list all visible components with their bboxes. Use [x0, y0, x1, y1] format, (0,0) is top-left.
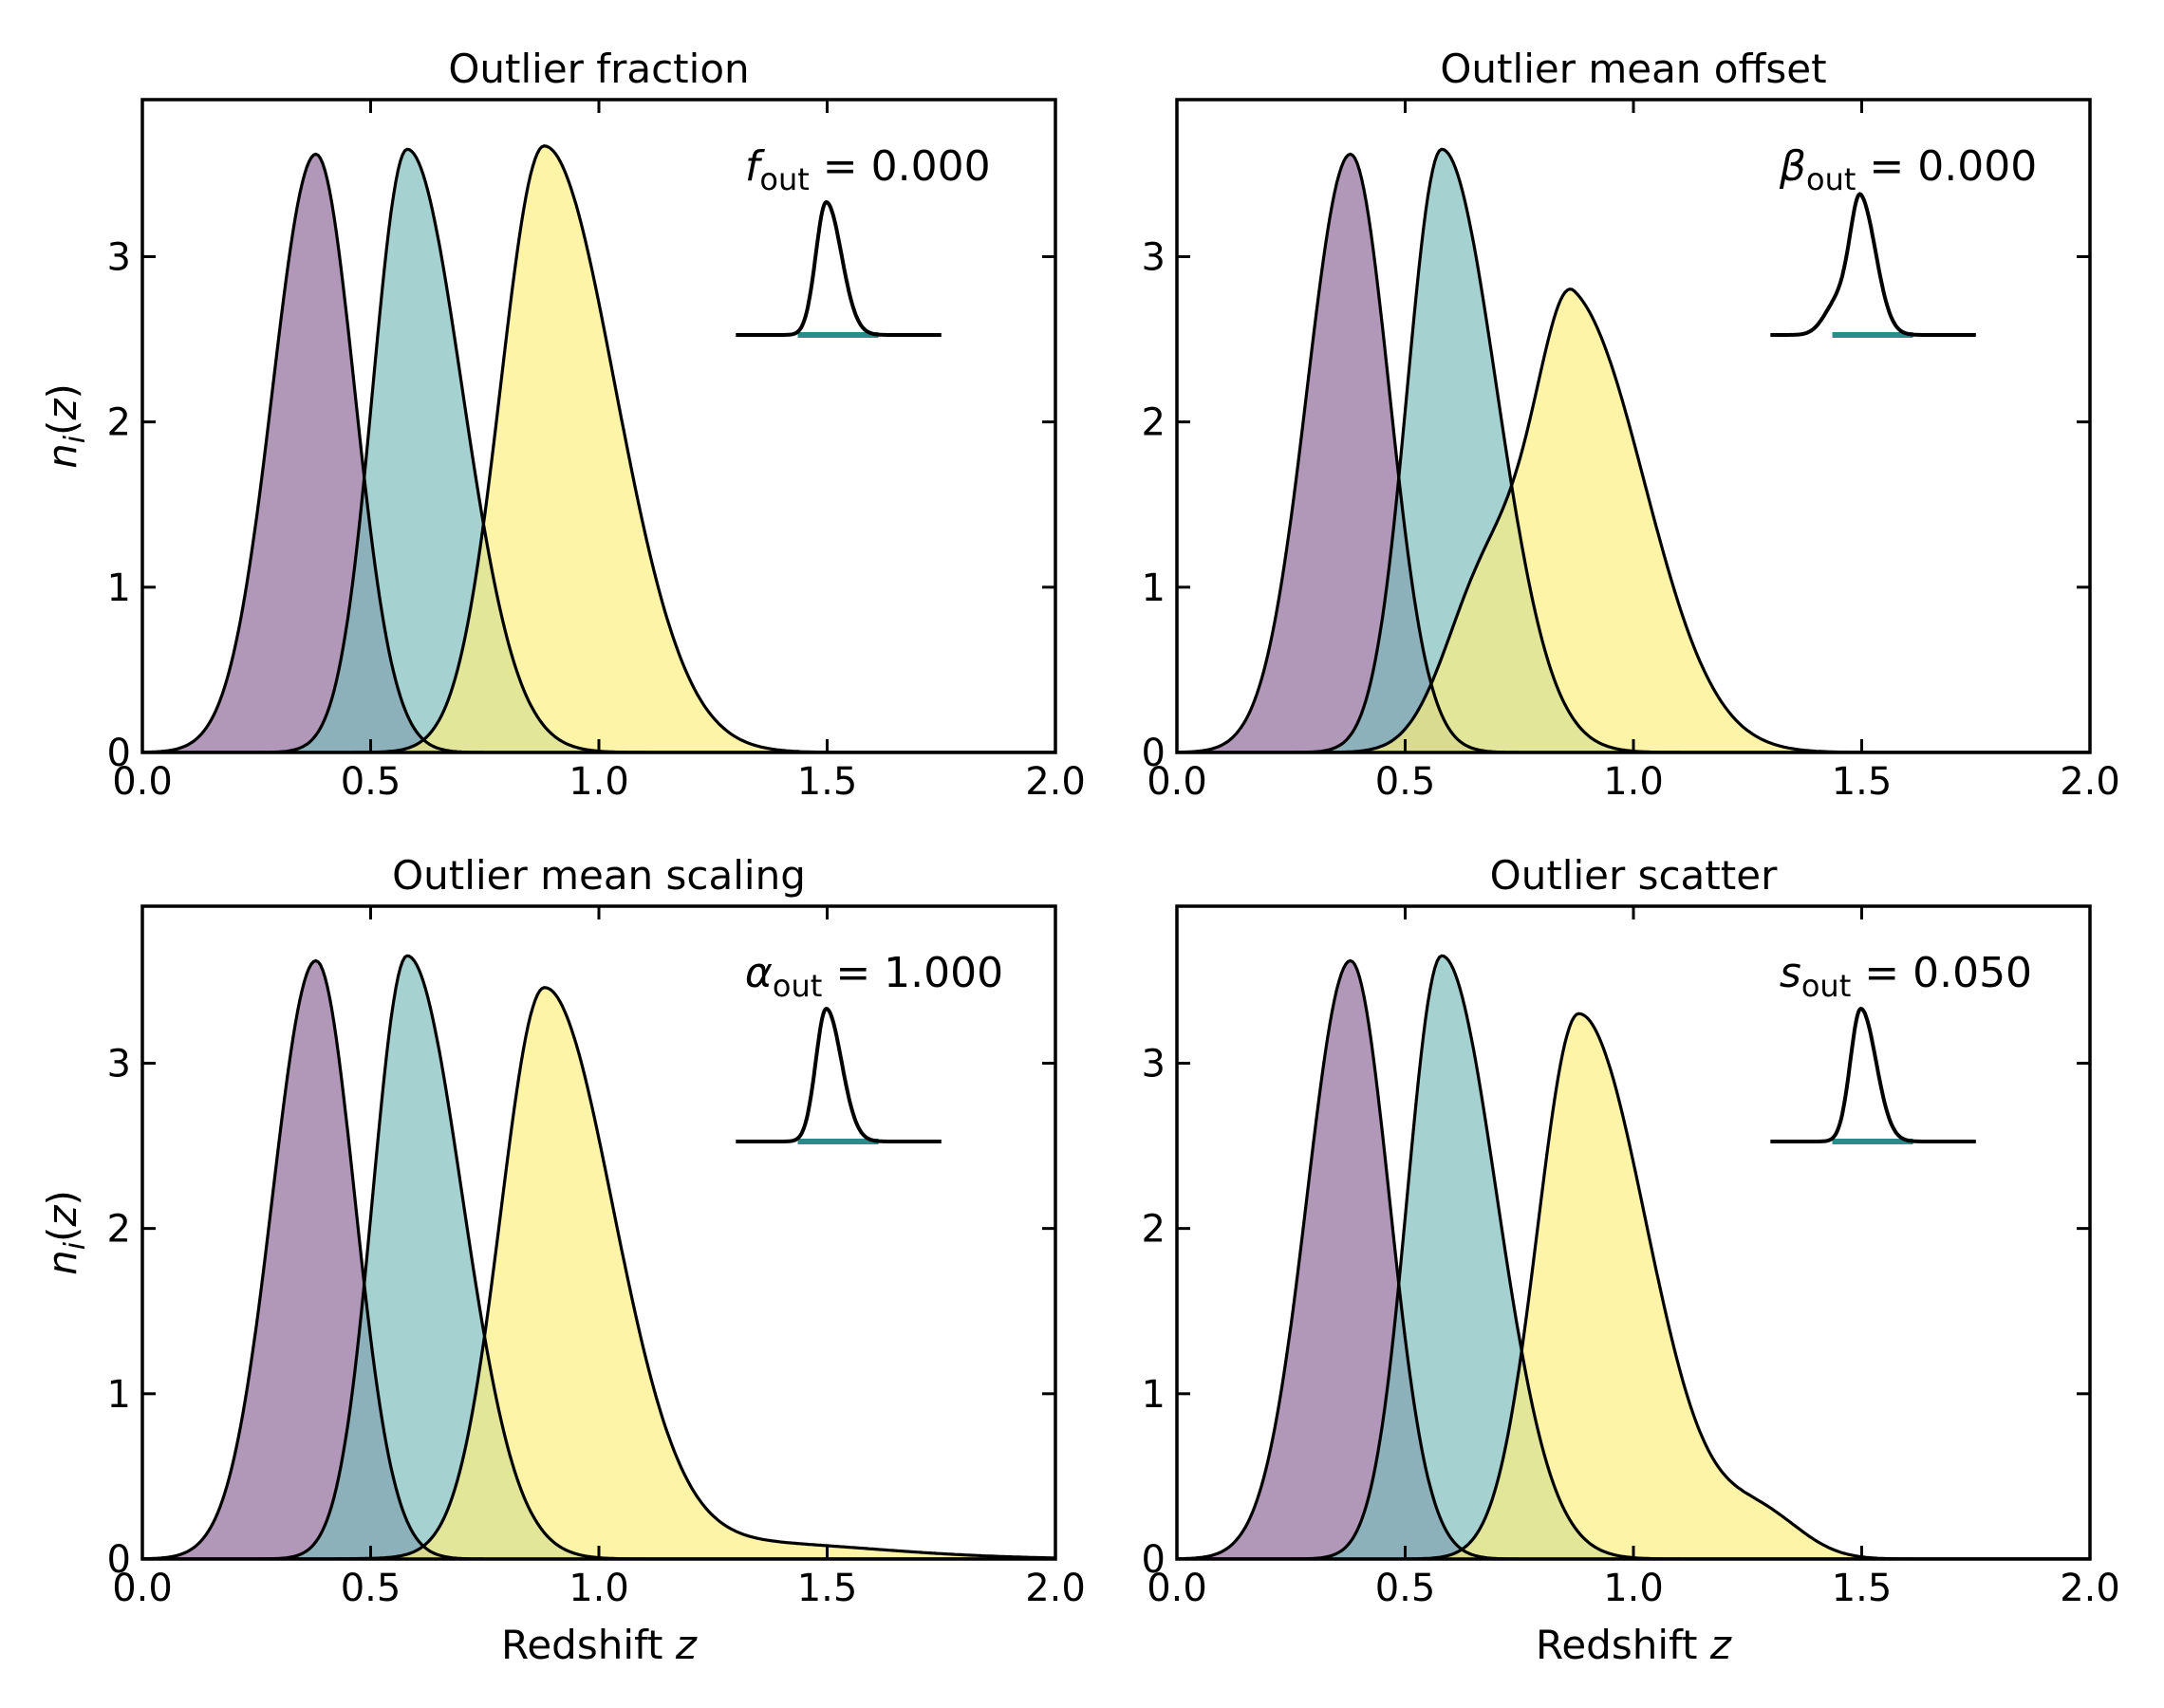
series-0-line: [1177, 152, 2090, 752]
plot-area: [142, 144, 1055, 752]
y-axis-label: ni(z): [39, 383, 92, 469]
y-axis-label: ni(z): [39, 1190, 92, 1275]
panel-title: Outlier scatter: [1490, 852, 1778, 899]
inset-kernel-curve: [1770, 192, 1976, 337]
panel-title: Outlier fraction: [448, 46, 749, 92]
y-tick-label: 2: [107, 401, 131, 445]
series-2-area: [142, 145, 1055, 752]
series-1-area: [142, 149, 1055, 752]
y-tick-label: 1: [1142, 1373, 1166, 1417]
y-tick-label: 0: [1142, 732, 1166, 775]
y-tick-label: 3: [1142, 1042, 1166, 1086]
x-tick-label: 1.5: [797, 1567, 858, 1610]
x-tick-label: 2.0: [1025, 760, 1086, 804]
panel-title: Outlier mean scaling: [392, 852, 806, 899]
x-tick-label: 0.0: [1147, 760, 1207, 804]
x-tick-label: 0.0: [112, 760, 173, 804]
x-tick-label: 1.5: [797, 760, 858, 804]
x-tick-label: 2.0: [2060, 1567, 2120, 1610]
y-tick-label: 2: [107, 1208, 131, 1252]
plot-area: [1177, 954, 2090, 1559]
y-tick-label: 2: [1142, 1208, 1166, 1252]
y-tick-label: 1: [107, 566, 131, 610]
x-tick-label: 1.5: [1832, 760, 1893, 804]
y-tick-label: 3: [107, 235, 131, 279]
panel-outlier-fraction: 0.0 0.5 1.0 1.5 2.0 0 1 2 3 Outlier fraction ni(z)…: [39, 46, 1086, 804]
x-tick-label: 2.0: [2060, 760, 2120, 804]
x-tick-label: 0.0: [112, 1567, 173, 1610]
y-tick-label: 0: [1142, 1538, 1166, 1582]
series-2-area: [1177, 1013, 2090, 1559]
series-2-line: [142, 144, 1055, 752]
x-tick-label: 0.0: [1147, 1567, 1207, 1610]
plot-area: [1177, 147, 2090, 752]
series-0-line: [142, 958, 1055, 1559]
y-tick-label: 1: [107, 1373, 131, 1417]
plot-area: [142, 954, 1055, 1559]
x-tick-label: 1.0: [569, 1567, 629, 1610]
parameter-annotation: sout = 0.050: [1780, 949, 2032, 1004]
y-tick-label: 2: [1142, 401, 1166, 445]
series-1-area: [1177, 149, 2090, 752]
x-tick-label: 1.0: [1603, 1567, 1664, 1610]
series-0-line: [142, 152, 1055, 752]
x-tick-label: 0.5: [1375, 1567, 1436, 1610]
series-1-area: [142, 956, 1055, 1559]
series-2-line: [1177, 1012, 2090, 1559]
inset-kernel-curve: [1770, 1006, 1976, 1143]
x-tick-label: 2.0: [1025, 1567, 1086, 1610]
y-tick-label: 1: [1142, 566, 1166, 610]
panel-title: Outlier mean offset: [1440, 46, 1826, 92]
panel-outlier-mean-scaling: 0.0 0.5 1.0 1.5 2.0 0 1 2 3 Outlier mean scaling R…: [39, 852, 1086, 1668]
series-2-area: [1177, 288, 2090, 752]
series-2-area: [142, 987, 1055, 1559]
x-axis-label: Redshift z: [501, 1622, 698, 1668]
parameter-annotation: fout = 0.000: [745, 142, 991, 197]
inset-kernel-curve: [736, 1006, 942, 1143]
parameter-annotation: αout = 1.000: [745, 949, 1003, 1004]
series-1-area: [1177, 956, 2090, 1559]
y-tick-label: 0: [107, 1538, 131, 1582]
x-tick-label: 1.5: [1832, 1567, 1893, 1610]
panel-outlier-mean-offset: 0.0 0.5 1.0 1.5 2.0 0 1 2 3 Outlier mean offset βo…: [1142, 46, 2120, 804]
y-tick-label: 0: [107, 732, 131, 775]
x-tick-label: 0.5: [1375, 760, 1436, 804]
inset-kernel-curve: [736, 199, 942, 337]
x-axis-label: Redshift z: [1536, 1622, 1732, 1668]
x-tick-label: 0.5: [341, 760, 401, 804]
y-tick-label: 3: [107, 1042, 131, 1086]
series-0-line: [1177, 958, 2090, 1559]
parameter-annotation: βout = 0.000: [1779, 142, 2037, 197]
x-tick-label: 1.0: [569, 760, 629, 804]
y-tick-label: 3: [1142, 235, 1166, 279]
x-tick-label: 1.0: [1603, 760, 1664, 804]
panel-outlier-scatter: 0.0 0.5 1.0 1.5 2.0 0 1 2 3 Outlier scatter Redshi…: [1142, 852, 2120, 1668]
x-tick-label: 0.5: [341, 1567, 401, 1610]
